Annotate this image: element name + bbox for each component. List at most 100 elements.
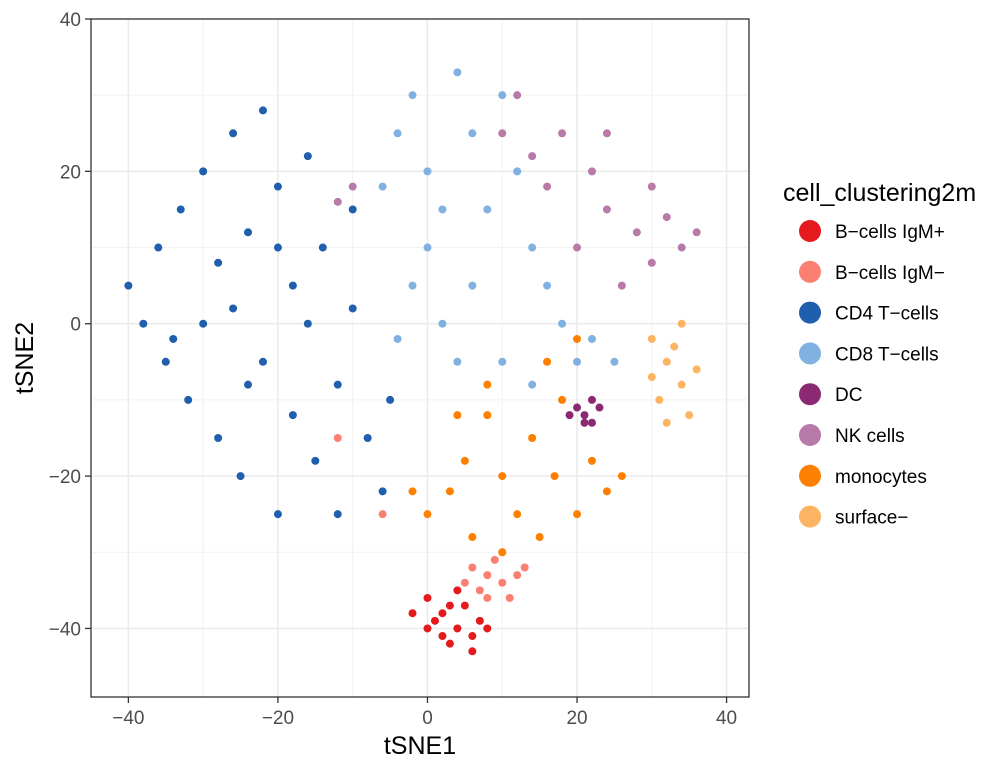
data-point (602, 205, 611, 214)
data-point (244, 228, 253, 237)
data-point (453, 411, 462, 420)
data-point (423, 510, 432, 519)
data-point (692, 228, 701, 237)
data-point (617, 472, 626, 481)
data-point (647, 373, 656, 382)
data-point (176, 205, 185, 214)
data-point (423, 167, 432, 176)
legend-key (799, 260, 821, 283)
data-point (580, 418, 589, 427)
data-point (273, 510, 282, 519)
data-point (468, 533, 477, 542)
data-point (229, 129, 238, 138)
data-point (587, 418, 596, 427)
data-point (423, 624, 432, 633)
data-point (468, 563, 477, 572)
legend-key (799, 301, 821, 324)
data-point (438, 632, 447, 641)
data-point (692, 365, 701, 374)
data-point (483, 571, 492, 580)
data-point (311, 456, 320, 465)
data-point (408, 487, 417, 496)
legend-label: B−cells IgM− (835, 263, 945, 284)
data-point (393, 334, 402, 343)
data-point (573, 510, 582, 519)
y-tick-label: 0 (70, 315, 81, 336)
data-point (520, 563, 529, 572)
data-point (453, 357, 462, 366)
data-point (408, 281, 417, 290)
data-point (124, 281, 133, 290)
data-point (258, 106, 267, 115)
data-point (662, 418, 671, 427)
data-point (445, 487, 454, 496)
data-point (513, 91, 522, 100)
legend-label: surface− (835, 508, 908, 529)
data-point (445, 601, 454, 610)
data-point (378, 487, 387, 496)
data-point (468, 129, 477, 138)
data-point (573, 243, 582, 252)
data-point (505, 593, 514, 602)
data-point (453, 68, 462, 77)
data-point (161, 357, 170, 366)
data-point (460, 601, 469, 610)
data-point (632, 228, 641, 237)
data-point (573, 334, 582, 343)
data-point (617, 281, 626, 290)
data-point (513, 571, 522, 580)
data-point (333, 380, 342, 389)
y-axis-ticks: −40 −20 0 20 40 (49, 10, 91, 640)
data-point (498, 357, 507, 366)
x-tick-label: −40 (112, 708, 144, 729)
data-point (483, 593, 492, 602)
data-point (670, 342, 679, 351)
x-tick-label: 40 (716, 708, 737, 729)
data-point (453, 624, 462, 633)
data-point (363, 433, 372, 442)
data-point (483, 624, 492, 633)
data-point (662, 213, 671, 222)
legend-key (799, 464, 821, 487)
data-point (535, 533, 544, 542)
data-points (124, 68, 701, 656)
data-point (348, 304, 357, 313)
data-point (445, 639, 454, 648)
data-point (558, 319, 567, 328)
legend-key (799, 342, 821, 365)
data-point (468, 632, 477, 641)
legend-key (799, 383, 821, 406)
data-point (288, 281, 297, 290)
data-point (333, 510, 342, 519)
data-point (655, 395, 664, 404)
data-point (528, 433, 537, 442)
data-point (408, 91, 417, 100)
data-point (677, 243, 686, 252)
data-point (483, 411, 492, 420)
data-point (498, 129, 507, 138)
data-point (288, 411, 297, 420)
data-point (214, 433, 223, 442)
data-point (595, 403, 604, 412)
y-axis-title: tSNE2 (11, 322, 39, 394)
data-point (513, 510, 522, 519)
x-tick-label: 0 (422, 708, 433, 729)
data-point (475, 616, 484, 625)
data-point (528, 152, 537, 161)
data-point (580, 411, 589, 420)
data-point (244, 380, 253, 389)
data-point (550, 472, 559, 481)
data-point (587, 456, 596, 465)
data-point (543, 357, 552, 366)
data-point (587, 334, 596, 343)
data-point (333, 197, 342, 206)
data-point (303, 319, 312, 328)
legend-key (799, 220, 821, 242)
data-point (573, 357, 582, 366)
legend-label: CD8 T−cells (835, 344, 939, 365)
data-point (460, 456, 469, 465)
x-tick-label: −20 (262, 708, 294, 729)
panel-border (90, 18, 750, 698)
legend-label: CD4 T−cells (835, 304, 939, 325)
data-point (348, 182, 357, 191)
